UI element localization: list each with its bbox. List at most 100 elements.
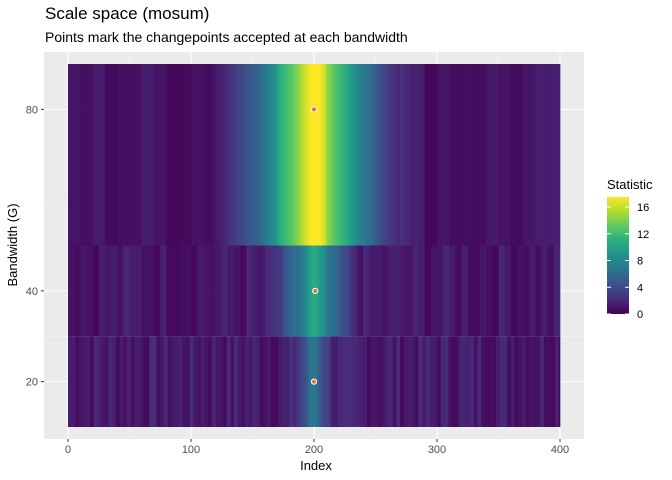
heatmap-cell [473, 245, 476, 337]
heatmap-cell [115, 64, 118, 246]
heatmap-cell [171, 64, 173, 246]
heatmap-cell [284, 245, 287, 337]
heatmap-cell [540, 245, 542, 337]
heatmap-cell [139, 336, 141, 427]
heatmap-cell [156, 336, 159, 427]
heatmap-cell [177, 64, 180, 246]
heatmap-cell [203, 336, 205, 427]
heatmap-cell [192, 336, 194, 427]
heatmap-cell [302, 64, 305, 246]
heatmap-cell [241, 336, 244, 427]
heatmap-cell [344, 336, 347, 427]
heatmap-cell [307, 245, 310, 337]
heatmap-cell [76, 336, 79, 427]
heatmap-cell [103, 64, 106, 246]
heatmap-cell [219, 64, 221, 246]
heatmap-cell [316, 64, 319, 246]
heatmap-cell [348, 245, 351, 337]
heatmap-cell [145, 245, 148, 337]
heatmap-cell [548, 245, 551, 337]
heatmap-cell [536, 245, 539, 337]
heatmap-cell [472, 64, 475, 246]
heatmap-cell [226, 336, 229, 427]
heatmap-cell [151, 64, 154, 246]
heatmap-cell [382, 64, 385, 246]
heatmap-cell [237, 245, 240, 337]
heatmap-cell [167, 245, 170, 337]
heatmap-cell [139, 64, 141, 246]
heatmap-cell [99, 245, 102, 337]
heatmap-cell [296, 336, 299, 427]
heatmap-cell [532, 336, 535, 427]
heatmap-cell [280, 336, 283, 427]
heatmap-cell [461, 336, 464, 427]
heatmap-cell [202, 64, 204, 246]
heatmap-cell [553, 336, 556, 427]
heatmap-cell [170, 336, 172, 427]
heatmap-cell [558, 336, 561, 427]
heatmap-cell [247, 64, 250, 246]
heatmap-cell [332, 336, 335, 427]
heatmap-cell [544, 245, 546, 337]
heatmap-cell [341, 245, 343, 337]
heatmap-cell [364, 245, 367, 337]
heatmap-cell [155, 64, 157, 246]
heatmap-cell [489, 245, 492, 337]
changepoint-point [310, 106, 318, 113]
heatmap-cell [393, 336, 396, 427]
heatmap-cell [262, 64, 264, 246]
heatmap-cell [446, 336, 449, 427]
heatmap-cell [468, 245, 471, 337]
heatmap-cell [552, 336, 555, 427]
heatmap-cell [275, 336, 278, 427]
heatmap-cell [521, 64, 524, 246]
heatmap-cell [204, 245, 207, 337]
heatmap-cell [299, 64, 301, 246]
heatmap-cell [433, 245, 435, 337]
heatmap-cell [161, 336, 164, 427]
heatmap-cell [350, 245, 353, 337]
heatmap-cell [397, 64, 400, 246]
heatmap-cell [225, 64, 228, 246]
heatmap-cell [222, 245, 225, 337]
heatmap-cell [262, 336, 264, 427]
heatmap-cell [238, 64, 241, 246]
heatmap-cell [156, 64, 159, 246]
heatmap-cell [364, 336, 367, 427]
heatmap-cell [441, 336, 444, 427]
heatmap-cell [140, 64, 143, 246]
heatmap-cell [278, 245, 280, 337]
heatmap-cell [215, 245, 218, 337]
heatmap-cell [392, 245, 395, 337]
heatmap-cell [544, 336, 546, 427]
heatmap-cell [502, 64, 504, 246]
heatmap-cell [107, 64, 109, 246]
heatmap-cell [125, 245, 128, 337]
heatmap-cell [176, 336, 178, 427]
heatmap-cell [242, 245, 245, 337]
heatmap-cell [253, 245, 256, 337]
heatmap-cell [553, 64, 556, 246]
heatmap-cell [454, 336, 456, 427]
heatmap-cell [209, 245, 212, 337]
heatmap-cell [74, 64, 76, 246]
heatmap-cell [210, 64, 213, 246]
heatmap-cell [515, 245, 518, 337]
heatmap-cell [451, 64, 454, 246]
heatmap-cell [498, 336, 501, 427]
legend-tick-label: 16 [637, 202, 649, 214]
heatmap-cell [104, 64, 107, 246]
heatmap-cell [290, 336, 293, 427]
heatmap-cell [273, 336, 275, 427]
heatmap-cell [236, 245, 239, 337]
heatmap-cell [368, 336, 370, 427]
heatmap-cell [392, 336, 395, 427]
heatmap-cell [90, 336, 92, 427]
heatmap-cell [282, 336, 284, 427]
heatmap-cell [402, 336, 405, 427]
heatmap-cell [259, 64, 262, 246]
heatmap-cell [314, 64, 316, 246]
heatmap-cell [472, 336, 475, 427]
heatmap-cell [419, 245, 422, 337]
